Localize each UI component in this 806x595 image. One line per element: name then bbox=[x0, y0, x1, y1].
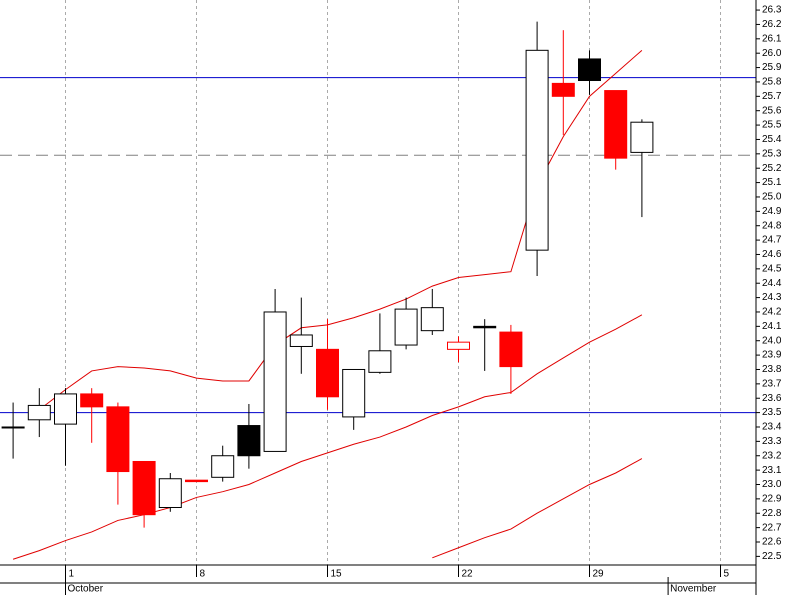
y-tick-label: 25.9 bbox=[762, 62, 782, 73]
y-tick-label: 24.8 bbox=[762, 220, 782, 231]
y-tick-label: 22.7 bbox=[762, 522, 782, 533]
candle-body bbox=[316, 348, 339, 398]
candle-body bbox=[289, 334, 313, 347]
candle-body bbox=[604, 90, 628, 159]
candle-body bbox=[132, 460, 156, 516]
candle-body bbox=[54, 393, 77, 425]
y-tick-label: 25.2 bbox=[762, 163, 782, 174]
y-tick-label: 23.1 bbox=[762, 465, 782, 476]
y-tick-label: 24.7 bbox=[762, 235, 782, 246]
candle-body bbox=[185, 479, 208, 483]
y-tick-label: 23.7 bbox=[762, 378, 782, 389]
y-tick-label: 24.1 bbox=[762, 321, 782, 332]
band-line bbox=[12, 314, 643, 560]
y-tick-label: 24.4 bbox=[762, 278, 782, 289]
y-tick-label: 23.6 bbox=[762, 393, 782, 404]
y-tick-label: 25.1 bbox=[762, 177, 782, 188]
y-tick-label: 22.5 bbox=[762, 551, 782, 562]
candle-body bbox=[499, 331, 523, 368]
x-tick-label: 22 bbox=[462, 569, 474, 580]
y-tick-label: 23.9 bbox=[762, 350, 782, 361]
x-tick-label: 29 bbox=[593, 569, 605, 580]
y-tick-label: 23.8 bbox=[762, 364, 782, 375]
plot-area bbox=[0, 0, 756, 565]
candle-body bbox=[106, 406, 130, 473]
candle-body bbox=[237, 425, 261, 457]
candle-body bbox=[420, 307, 444, 332]
candle-body bbox=[342, 368, 366, 418]
candle-body bbox=[211, 455, 235, 478]
y-tick-label: 23.3 bbox=[762, 436, 782, 447]
y-tick-label: 24.9 bbox=[762, 206, 782, 217]
y-tick-label: 25.5 bbox=[762, 120, 782, 131]
y-tick-label: 24.0 bbox=[762, 335, 782, 346]
x-tick-label: 1 bbox=[69, 569, 75, 580]
y-tick-label: 25.4 bbox=[762, 134, 782, 145]
y-tick-label: 26.3 bbox=[762, 5, 782, 16]
y-tick-label: 26.1 bbox=[762, 33, 782, 44]
candle-body bbox=[578, 58, 601, 82]
candle-body bbox=[525, 49, 549, 251]
y-tick-label: 24.3 bbox=[762, 292, 782, 303]
candle-body bbox=[394, 308, 418, 346]
y-tick-label: 25.3 bbox=[762, 148, 782, 159]
y-tick-label: 25.8 bbox=[762, 77, 782, 88]
y-tick-label: 25.7 bbox=[762, 91, 782, 102]
y-tick-label: 22.8 bbox=[762, 508, 782, 519]
y-tick-label: 24.5 bbox=[762, 263, 782, 274]
candle-body bbox=[551, 82, 575, 97]
y-tick-label: 23.2 bbox=[762, 450, 782, 461]
candle-body bbox=[447, 341, 470, 350]
candle-body bbox=[27, 404, 51, 421]
x-tick-label: 5 bbox=[724, 569, 730, 580]
candle-body bbox=[630, 121, 654, 153]
y-tick-label: 25.0 bbox=[762, 192, 782, 203]
candle-body bbox=[1, 426, 25, 429]
candle-body bbox=[263, 311, 287, 452]
candle-body bbox=[158, 478, 182, 508]
y-tick-label: 24.2 bbox=[762, 307, 782, 318]
y-tick-label: 22.6 bbox=[762, 537, 782, 548]
month-label: November bbox=[670, 584, 717, 595]
y-tick-label: 23.0 bbox=[762, 479, 782, 490]
y-tick-label: 25.6 bbox=[762, 105, 782, 116]
candle-body bbox=[368, 350, 392, 373]
y-tick-label: 22.9 bbox=[762, 494, 782, 505]
candle-body bbox=[473, 325, 497, 329]
y-tick-label: 23.4 bbox=[762, 422, 782, 433]
y-tick-label: 23.5 bbox=[762, 407, 782, 418]
y-tick-label: 26.2 bbox=[762, 19, 782, 30]
x-tick-label: 15 bbox=[331, 569, 343, 580]
candle-body bbox=[80, 393, 104, 408]
y-tick-label: 24.6 bbox=[762, 249, 782, 260]
y-tick-label: 26.0 bbox=[762, 48, 782, 59]
month-label: October bbox=[68, 584, 104, 595]
band-line bbox=[432, 458, 643, 559]
x-tick-label: 8 bbox=[200, 569, 206, 580]
